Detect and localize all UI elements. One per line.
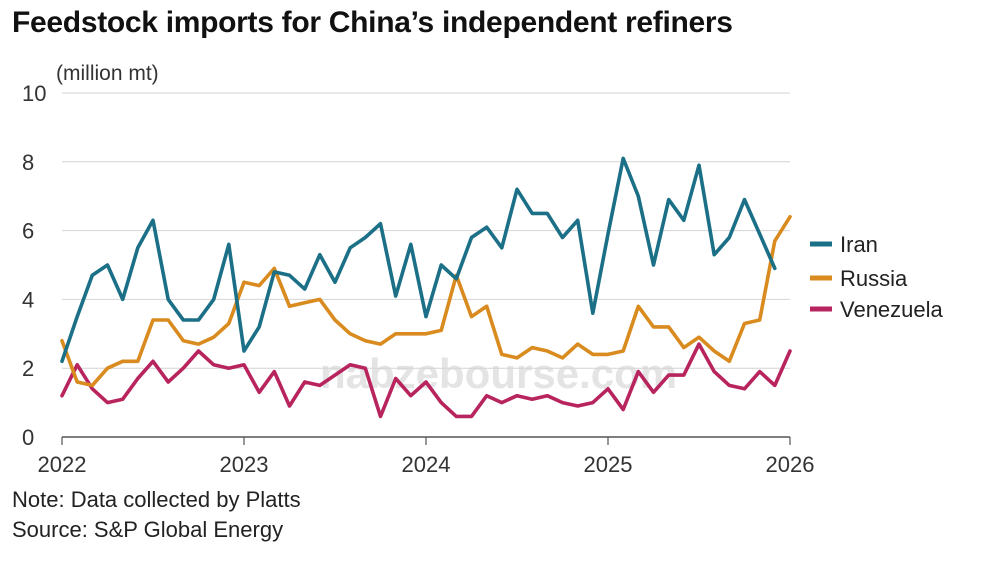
series-line-venezuela (60, 342, 792, 419)
y-tick-label: 0 (22, 425, 34, 450)
x-tick-label: 2026 (766, 452, 815, 477)
legend: Iran Russia Venezuela (810, 232, 944, 322)
y-tick-label: 10 (22, 81, 46, 106)
series-line-russia (60, 215, 792, 388)
y-tick-label: 8 (22, 150, 34, 175)
x-tick-label: 2023 (220, 452, 269, 477)
note-text: Note: Data collected by Platts (12, 487, 301, 512)
x-tick-label: 2025 (584, 452, 633, 477)
watermark: nabzebourse.com (320, 350, 677, 397)
y-tick-label: 4 (22, 287, 34, 312)
axes: 0 2 4 6 8 10 (million mt) 2022 2023 2024 2025 2026 (22, 62, 814, 477)
source-text: Source: S&P Global Energy (12, 517, 284, 542)
watermark-text: nabzebourse.com (320, 350, 677, 397)
legend-label-iran: Iran (840, 232, 878, 257)
x-tick-label: 2024 (402, 452, 451, 477)
series-line-iran (60, 156, 777, 364)
y-tick-label: 2 (22, 356, 34, 381)
series-lines (60, 156, 792, 419)
x-tick-label: 2022 (38, 452, 87, 477)
legend-label-venezuela: Venezuela (840, 297, 944, 322)
chart-title: Feedstock imports for China’s independen… (12, 6, 733, 39)
y-tick-label: 6 (22, 219, 34, 244)
y-axis-unit-label: (million mt) (56, 62, 159, 85)
legend-label-russia: Russia (840, 266, 908, 291)
